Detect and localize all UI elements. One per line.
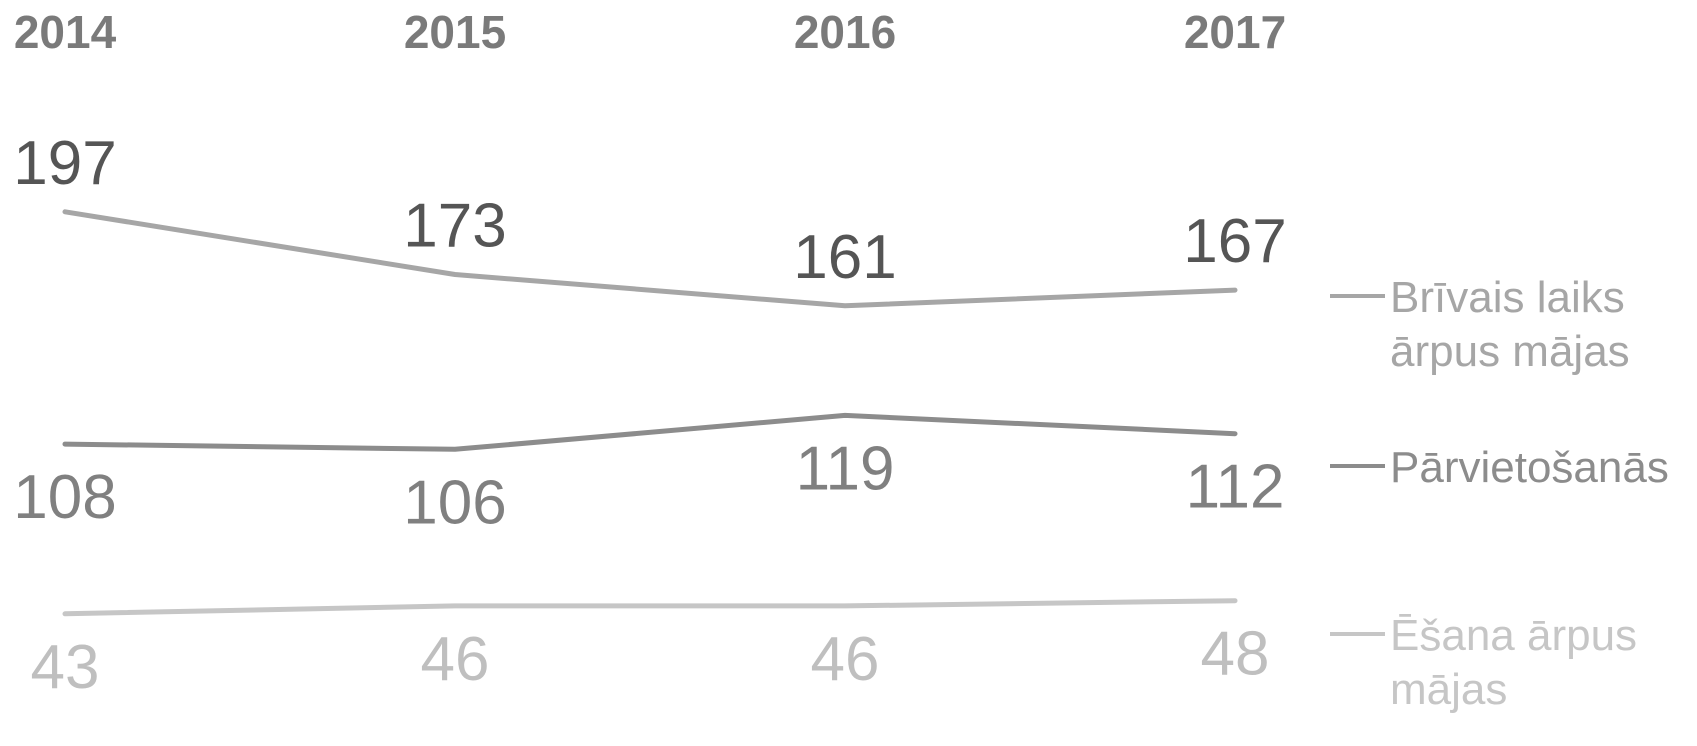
data-label-series2-2016: 119: [796, 434, 895, 503]
series-line-2: [62, 412, 1238, 452]
year-label-2014: 2014: [14, 6, 117, 58]
legend: Brīvais laiks ārpus mājas Pārvietošanās Ēša…: [1330, 273, 1669, 714]
value-labels: 197 173 161 167 108 106 119 112 43 46 46 48: [13, 129, 1286, 702]
data-label-series3-2014: 43: [31, 633, 100, 702]
legend-label-1-line-1: Brīvais laiks: [1390, 273, 1625, 322]
data-label-series3-2016: 46: [811, 625, 880, 694]
data-label-series3-2015: 46: [421, 625, 490, 694]
data-label-series3-2017: 48: [1201, 620, 1270, 689]
data-label-series2-2014: 108: [13, 463, 116, 532]
data-label-series1-2016: 161: [793, 223, 896, 292]
legend-label-2-line-1: Pārvietošanās: [1390, 443, 1669, 492]
legend-label-1-line-2: ārpus mājas: [1390, 327, 1630, 376]
year-label-2016: 2016: [794, 6, 896, 58]
year-label-2015: 2015: [404, 6, 506, 58]
data-label-series1-2015: 173: [403, 192, 506, 261]
data-label-series2-2017: 112: [1186, 453, 1285, 522]
series-line-3: [62, 598, 1238, 617]
year-label-2017: 2017: [1184, 6, 1286, 58]
legend-label-3-line-2: mājas: [1390, 665, 1507, 714]
legend-label-3-line-1: Ēšana ārpus: [1390, 611, 1637, 660]
data-label-series1-2017: 167: [1183, 207, 1286, 276]
series-line-1: [62, 209, 1238, 309]
data-label-series2-2015: 106: [403, 468, 506, 537]
data-label-series1-2014: 197: [13, 129, 116, 198]
year-labels: 2014 2015 2016 2017: [14, 6, 1286, 58]
series-lines: [62, 209, 1238, 617]
